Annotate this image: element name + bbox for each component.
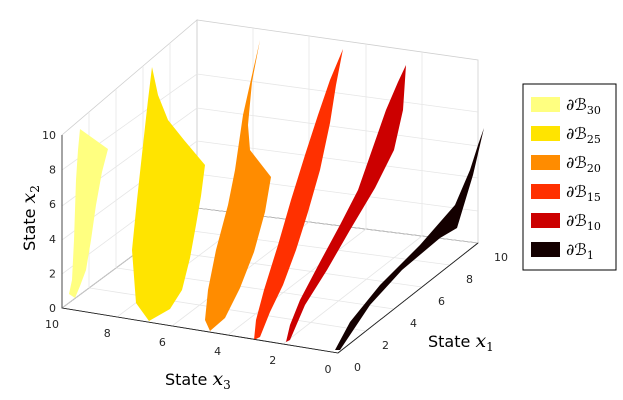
- legend-swatch: [531, 126, 560, 141]
- x1-tick-label: 2: [382, 339, 389, 352]
- x3-axis-label: State x3: [165, 368, 231, 392]
- legend-label: ∂ℬ10: [566, 211, 601, 233]
- x3-tick-label: 6: [159, 336, 166, 349]
- surface-boundary-20: [205, 40, 271, 331]
- x1-tick-label: 8: [466, 273, 473, 286]
- x3-axis-label-sub: 3: [223, 378, 231, 392]
- surfaces: [69, 40, 484, 350]
- x3-tick-label: 4: [214, 345, 221, 358]
- surface-boundary-1: [335, 128, 484, 350]
- legend-entries: ∂ℬ30 ∂ℬ25 ∂ℬ20 ∂ℬ15 ∂ℬ10 ∂ℬ1: [531, 95, 601, 262]
- x1-axis-label-text: State: [428, 332, 475, 351]
- x2-tick-label: 4: [49, 233, 56, 246]
- legend-box: [522, 83, 617, 271]
- surface-boundary-15: [254, 49, 343, 340]
- x2-axis-label: State x2: [18, 185, 42, 251]
- x2-tick-label: 6: [49, 198, 56, 211]
- x1-tick-label: 4: [410, 317, 417, 330]
- surface-boundary-25: [132, 67, 205, 321]
- x1-tick-label: 10: [494, 251, 508, 264]
- x2-tick-label: 10: [42, 129, 56, 142]
- legend-swatch: [531, 97, 560, 112]
- x2-tick-label: 8: [49, 164, 56, 177]
- x2-tick-label: 0: [49, 302, 56, 315]
- x1-tick-labels: 0 2 4 6 8 10: [354, 251, 508, 374]
- x3-tick-label: 0: [325, 363, 332, 376]
- legend-label: ∂ℬ15: [566, 182, 601, 204]
- legend-label: ∂ℬ25: [566, 124, 601, 146]
- legend-swatch: [531, 242, 560, 257]
- x2-axis-label-var: x: [18, 192, 40, 203]
- wall-grid: [61, 28, 479, 288]
- legend-label: ∂ℬ20: [566, 153, 601, 175]
- x1-axis-label-sub: 1: [486, 340, 494, 354]
- front-edges: [61, 135, 479, 354]
- x3-tick-label: 2: [269, 354, 276, 367]
- x1-axis-line: [337, 242, 479, 354]
- side-wall: [196, 19, 479, 244]
- x3-axis-line: [61, 307, 339, 354]
- x2-axis-label-text: State: [20, 203, 39, 250]
- x2-tick-label: 2: [49, 267, 56, 280]
- legend-swatch: [531, 213, 560, 228]
- x3-axis-label-var: x: [212, 368, 223, 390]
- x3-axis-label-text: State: [165, 370, 212, 389]
- x2-tick-labels: 0 2 4 6 8 10: [42, 129, 56, 315]
- x3-tick-label: 8: [104, 327, 111, 340]
- x1-axis-label-var: x: [475, 330, 486, 352]
- x1-tick-label: 6: [438, 295, 445, 308]
- x2-axis-label-sub: 2: [28, 185, 42, 193]
- legend-swatch: [531, 155, 560, 170]
- x3-tick-labels: 0 2 4 6 8 10: [45, 318, 332, 376]
- legend: ∂ℬ30 ∂ℬ25 ∂ℬ20 ∂ℬ15 ∂ℬ10 ∂ℬ1: [522, 83, 617, 271]
- x1-tick-label: 0: [354, 361, 361, 374]
- legend-label: ∂ℬ30: [566, 95, 601, 117]
- surface-boundary-30: [69, 129, 108, 298]
- surface-boundary-10: [286, 65, 406, 342]
- legend-swatch: [531, 184, 560, 199]
- x3-tick-label: 10: [45, 318, 59, 331]
- x1-axis-label: State x1: [428, 330, 494, 354]
- legend-label: ∂ℬ1: [566, 240, 594, 262]
